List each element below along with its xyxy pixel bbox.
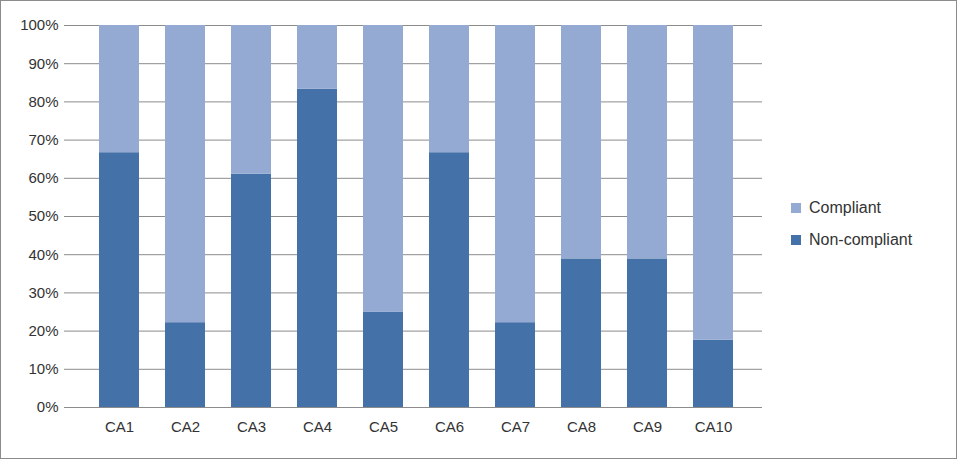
svg-text:CA9: CA9 (633, 418, 662, 435)
svg-text:CA3: CA3 (237, 418, 266, 435)
svg-text:CA7: CA7 (501, 418, 530, 435)
html-text:Compliant: Compliant (809, 199, 881, 216)
svg-text:30%: 30% (28, 284, 58, 301)
html-text:Non-compliant: Non-compliant (809, 231, 913, 248)
svg-text:10%: 10% (28, 360, 58, 377)
svg-text:100%: 100% (20, 16, 58, 33)
svg-text:60%: 60% (28, 169, 58, 186)
svg-text:CA1: CA1 (105, 418, 134, 435)
svg-text:CA8: CA8 (567, 418, 596, 435)
svg-text:40%: 40% (28, 246, 58, 263)
svg-text:CA4: CA4 (303, 418, 332, 435)
svg-text:20%: 20% (28, 322, 58, 339)
svg-text:50%: 50% (28, 207, 58, 224)
svg-text:CA6: CA6 (435, 418, 464, 435)
svg-text:CA10: CA10 (695, 418, 733, 435)
svg-text:90%: 90% (28, 55, 58, 72)
svg-text:70%: 70% (28, 131, 58, 148)
svg-text:CA2: CA2 (171, 418, 200, 435)
svg-text:80%: 80% (28, 93, 58, 110)
svg-text:0%: 0% (37, 398, 59, 415)
svg-text:CA5: CA5 (369, 418, 398, 435)
